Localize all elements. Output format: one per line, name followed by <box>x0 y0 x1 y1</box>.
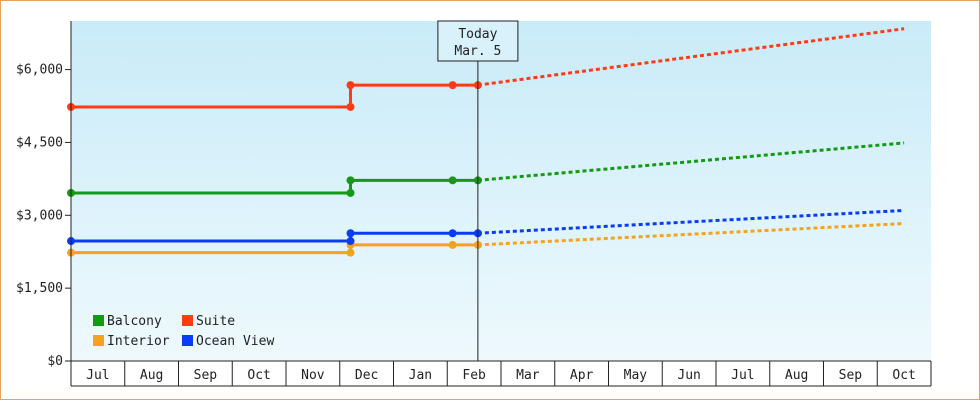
series-line-forecast <box>477 141 905 182</box>
x-tick-label: Jan <box>409 368 432 383</box>
legend-item: Suite <box>182 314 235 329</box>
legend-label: Ocean View <box>196 334 274 349</box>
x-tick-label: Sep <box>194 368 218 383</box>
series-balcony <box>67 141 905 197</box>
data-point <box>448 176 457 185</box>
legend-label: Suite <box>196 314 235 329</box>
x-tick-label: Feb <box>462 368 486 383</box>
y-tick-label: $0 <box>47 354 63 369</box>
series-ocean-view <box>67 208 905 246</box>
today-label: Today <box>458 27 497 42</box>
y-tick-label: $3,000 <box>16 208 63 223</box>
data-point <box>346 237 355 246</box>
x-tick-label: Nov <box>301 368 325 383</box>
data-point <box>346 102 355 111</box>
series-line-forecast <box>477 208 905 235</box>
y-tick-label: $6,000 <box>16 63 63 78</box>
legend: Balcony Suite Interior Ocean View <box>93 314 274 349</box>
x-tick-label: Jul <box>86 368 109 383</box>
x-tick-label: Oct <box>247 368 270 383</box>
data-point <box>346 176 355 185</box>
data-point <box>448 229 457 238</box>
today-marker: Today Mar. 5 <box>437 20 519 361</box>
legend-label: Interior <box>107 334 170 349</box>
today-date: Mar. 5 <box>454 44 501 59</box>
data-point <box>448 81 457 90</box>
legend-swatch <box>93 335 104 346</box>
data-point <box>346 188 355 197</box>
legend-item: Ocean View <box>182 334 274 349</box>
today-callout-box <box>437 20 519 62</box>
x-tick-label: Jul <box>731 368 754 383</box>
x-tick-label: Oct <box>892 368 915 383</box>
series-line-forecast <box>477 222 905 247</box>
legend-swatch <box>93 315 104 326</box>
x-tick-label: Mar <box>516 368 540 383</box>
legend-swatch <box>182 315 193 326</box>
x-tick-label: Sep <box>839 368 863 383</box>
legend-item: Interior <box>93 334 170 349</box>
plot-area <box>71 21 931 361</box>
x-tick-label: Jun <box>677 368 700 383</box>
legend-item: Balcony <box>93 314 162 329</box>
legend-label: Balcony <box>107 314 162 329</box>
data-point <box>346 229 355 238</box>
data-point <box>448 240 457 249</box>
x-tick-label: Dec <box>355 368 378 383</box>
axes: $0 $1,500 $3,000 $4,500 $6,000 Jul Aug Sep Oct No… <box>16 21 932 387</box>
series-suite <box>67 27 905 111</box>
x-tick-label: Aug <box>140 368 163 383</box>
legend-swatch <box>182 335 193 346</box>
x-tick-label: Aug <box>785 368 808 383</box>
series-lines <box>67 27 905 257</box>
y-tick-label: $1,500 <box>16 281 63 296</box>
series-line-forecast <box>477 27 905 87</box>
x-tick-label: Apr <box>570 368 594 383</box>
data-point <box>346 248 355 257</box>
y-tick-label: $4,500 <box>16 135 63 150</box>
x-tick-label: May <box>624 368 648 383</box>
data-point <box>346 81 355 90</box>
